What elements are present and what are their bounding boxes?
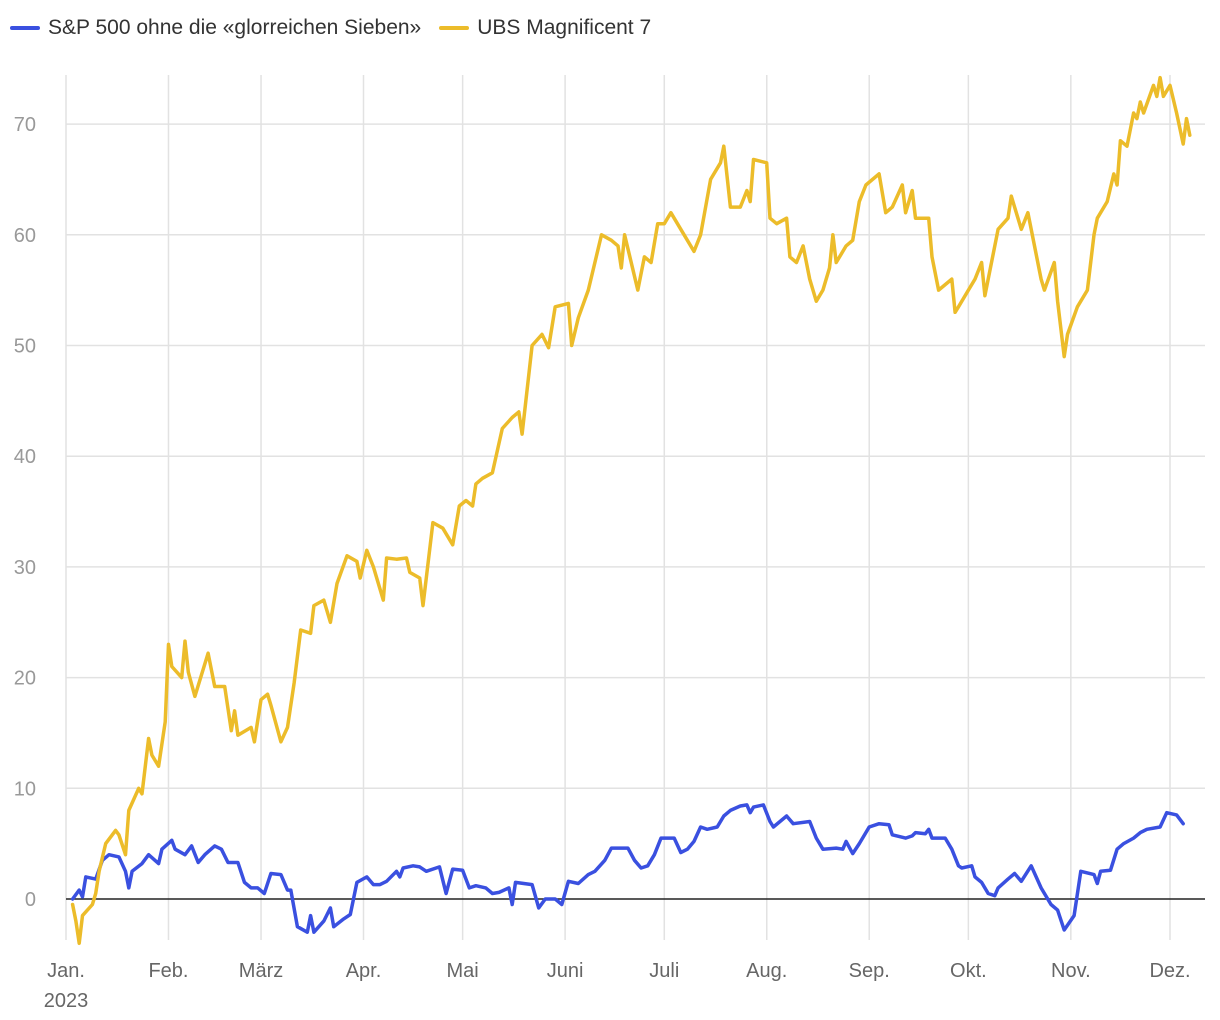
y-tick-label-50: 50 (14, 336, 36, 358)
x-tick-label-8: Sep. (849, 960, 890, 982)
y-tick-label-60: 60 (14, 225, 36, 247)
x-tick-label-9: Okt. (950, 960, 987, 982)
legend-item-ubs-mag7: UBS Magnificent 7 (439, 16, 651, 40)
x-tick-label-0: Jan. (47, 960, 85, 982)
chart-grid (65, 75, 1205, 940)
y-tick-label-70: 70 (14, 114, 36, 136)
legend-label-ubs-mag7: UBS Magnificent 7 (477, 16, 652, 39)
y-tick-label-10: 10 (14, 778, 36, 800)
legend-swatch-sp500-ex-mag7 (10, 26, 40, 30)
legend-label-sp500-ex-mag7: S&P 500 ohne die «glorreichen Sieben» (48, 16, 422, 39)
x-tick-label-11: Dez. (1149, 960, 1190, 982)
x-tick-label-5: Juni (547, 960, 584, 982)
chart-series (70, 75, 1192, 946)
y-tick-label-40: 40 (14, 446, 36, 468)
legend-item-sp500-ex-mag7: S&P 500 ohne die «glorreichen Sieben» (10, 16, 421, 40)
x-tick-label-2: März (239, 960, 283, 982)
x-tick-label-4: Mai (447, 960, 479, 982)
y-tick-label-30: 30 (14, 557, 36, 579)
x-tick-label-10: Nov. (1051, 960, 1091, 982)
x-tick-label-7: Aug. (746, 960, 787, 982)
y-tick-label-0: 0 (25, 889, 36, 911)
x-tick-label-1: Feb. (148, 960, 188, 982)
legend-swatch-ubs-mag7 (439, 26, 470, 30)
x-tick-label-3: Apr. (346, 960, 382, 982)
series-line-0 (70, 803, 1185, 934)
x-year-label: 2023 (44, 990, 89, 1012)
y-tick-label-20: 20 (14, 668, 36, 690)
chart-legend: S&P 500 ohne die «glorreichen Sieben» UB… (10, 12, 651, 44)
x-tick-label-6: Juli (649, 960, 679, 982)
series-line-1 (70, 75, 1192, 946)
chart-tick-labels: 0 10 20 30 40 50 60 70 Jan. Feb. März Apr. Mai Juni Ju… (14, 114, 1191, 1012)
